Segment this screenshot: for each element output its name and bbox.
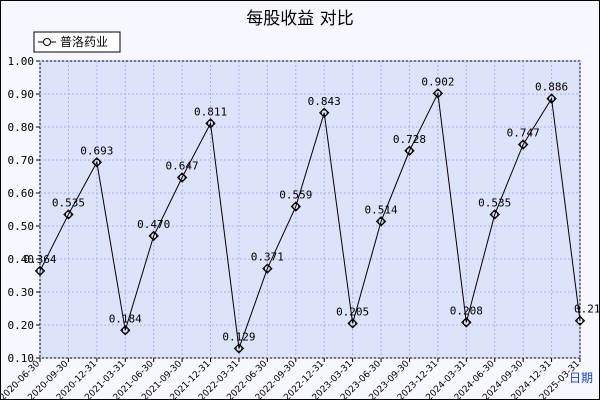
- data-label: 0.184: [109, 312, 142, 325]
- data-point-circle: [491, 210, 499, 218]
- data-label: 0.811: [194, 105, 227, 118]
- legend: 普洛药业: [33, 31, 121, 53]
- y-tick-label: 0.60: [8, 187, 35, 200]
- data-point-circle: [93, 158, 101, 166]
- data-label: 0.129: [222, 330, 255, 343]
- data-label: 0.205: [336, 305, 369, 318]
- y-tick-label: 0.20: [8, 319, 35, 332]
- data-point-circle: [519, 140, 527, 148]
- y-tick-label: 0.30: [8, 286, 35, 299]
- data-label: 0.747: [507, 126, 540, 139]
- data-label: 0.535: [478, 196, 511, 209]
- legend-label: 普洛药业: [60, 34, 108, 49]
- x-axis: 2020-06-302020-09-302020-12-312021-03-31…: [0, 358, 582, 400]
- data-label: 0.693: [80, 144, 113, 157]
- chart-title: 每股收益 对比: [246, 9, 354, 29]
- data-point-circle: [263, 265, 271, 273]
- data-point-circle: [292, 203, 300, 211]
- x-axis-label: 日期: [569, 371, 593, 385]
- data-point-circle: [548, 95, 556, 103]
- data-point-circle: [405, 147, 413, 155]
- y-tick-label: 0.80: [8, 121, 35, 134]
- data-label: 0.728: [393, 133, 426, 146]
- data-label: 0.213: [574, 303, 600, 316]
- y-tick-label: 1.00: [8, 55, 35, 68]
- data-point-circle: [462, 318, 470, 326]
- legend-marker: [43, 38, 51, 46]
- series-layer: 0.364 0.535 0.693 0.184 0.470 0.647 0.811 0.129…: [23, 75, 600, 354]
- y-tick-label: 0.70: [8, 154, 35, 167]
- data-label: 0.843: [308, 95, 341, 108]
- data-point-circle: [207, 119, 215, 127]
- data-point-circle: [434, 89, 442, 97]
- data-point-circle: [121, 326, 129, 334]
- data-point-circle: [320, 109, 328, 117]
- y-tick-label: 0.40: [8, 253, 35, 266]
- data-point-circle: [377, 217, 385, 225]
- legend-box: [33, 31, 121, 53]
- data-point-circle: [150, 232, 158, 240]
- data-label: 0.647: [166, 159, 199, 172]
- y-tick-label: 0.10: [8, 352, 35, 365]
- data-label: 0.208: [450, 304, 483, 317]
- data-point-circle: [64, 210, 72, 218]
- y-axis: 1.00 0.90 0.80 0.70 0.60 0.50 0.40 0.30 0.20 0.10: [8, 55, 40, 365]
- data-point-circle: [235, 344, 243, 352]
- y-tick-label: 0.90: [8, 88, 35, 101]
- data-label: 0.886: [535, 81, 568, 94]
- series-line: [39, 91, 581, 349]
- data-label: 0.514: [364, 203, 397, 216]
- plot-area: [39, 60, 581, 359]
- data-point-circle: [36, 267, 44, 275]
- data-label: 0.371: [251, 251, 284, 264]
- data-point-circle: [178, 173, 186, 181]
- data-label: 0.535: [52, 196, 85, 209]
- data-point-circle: [349, 319, 357, 327]
- data-point-circle: [576, 317, 584, 325]
- data-label: 0.364: [23, 253, 56, 266]
- data-label: 0.902: [421, 75, 454, 88]
- data-label: 0.470: [137, 218, 170, 231]
- y-tick-label: 0.50: [8, 220, 35, 233]
- data-label: 0.559: [279, 189, 312, 202]
